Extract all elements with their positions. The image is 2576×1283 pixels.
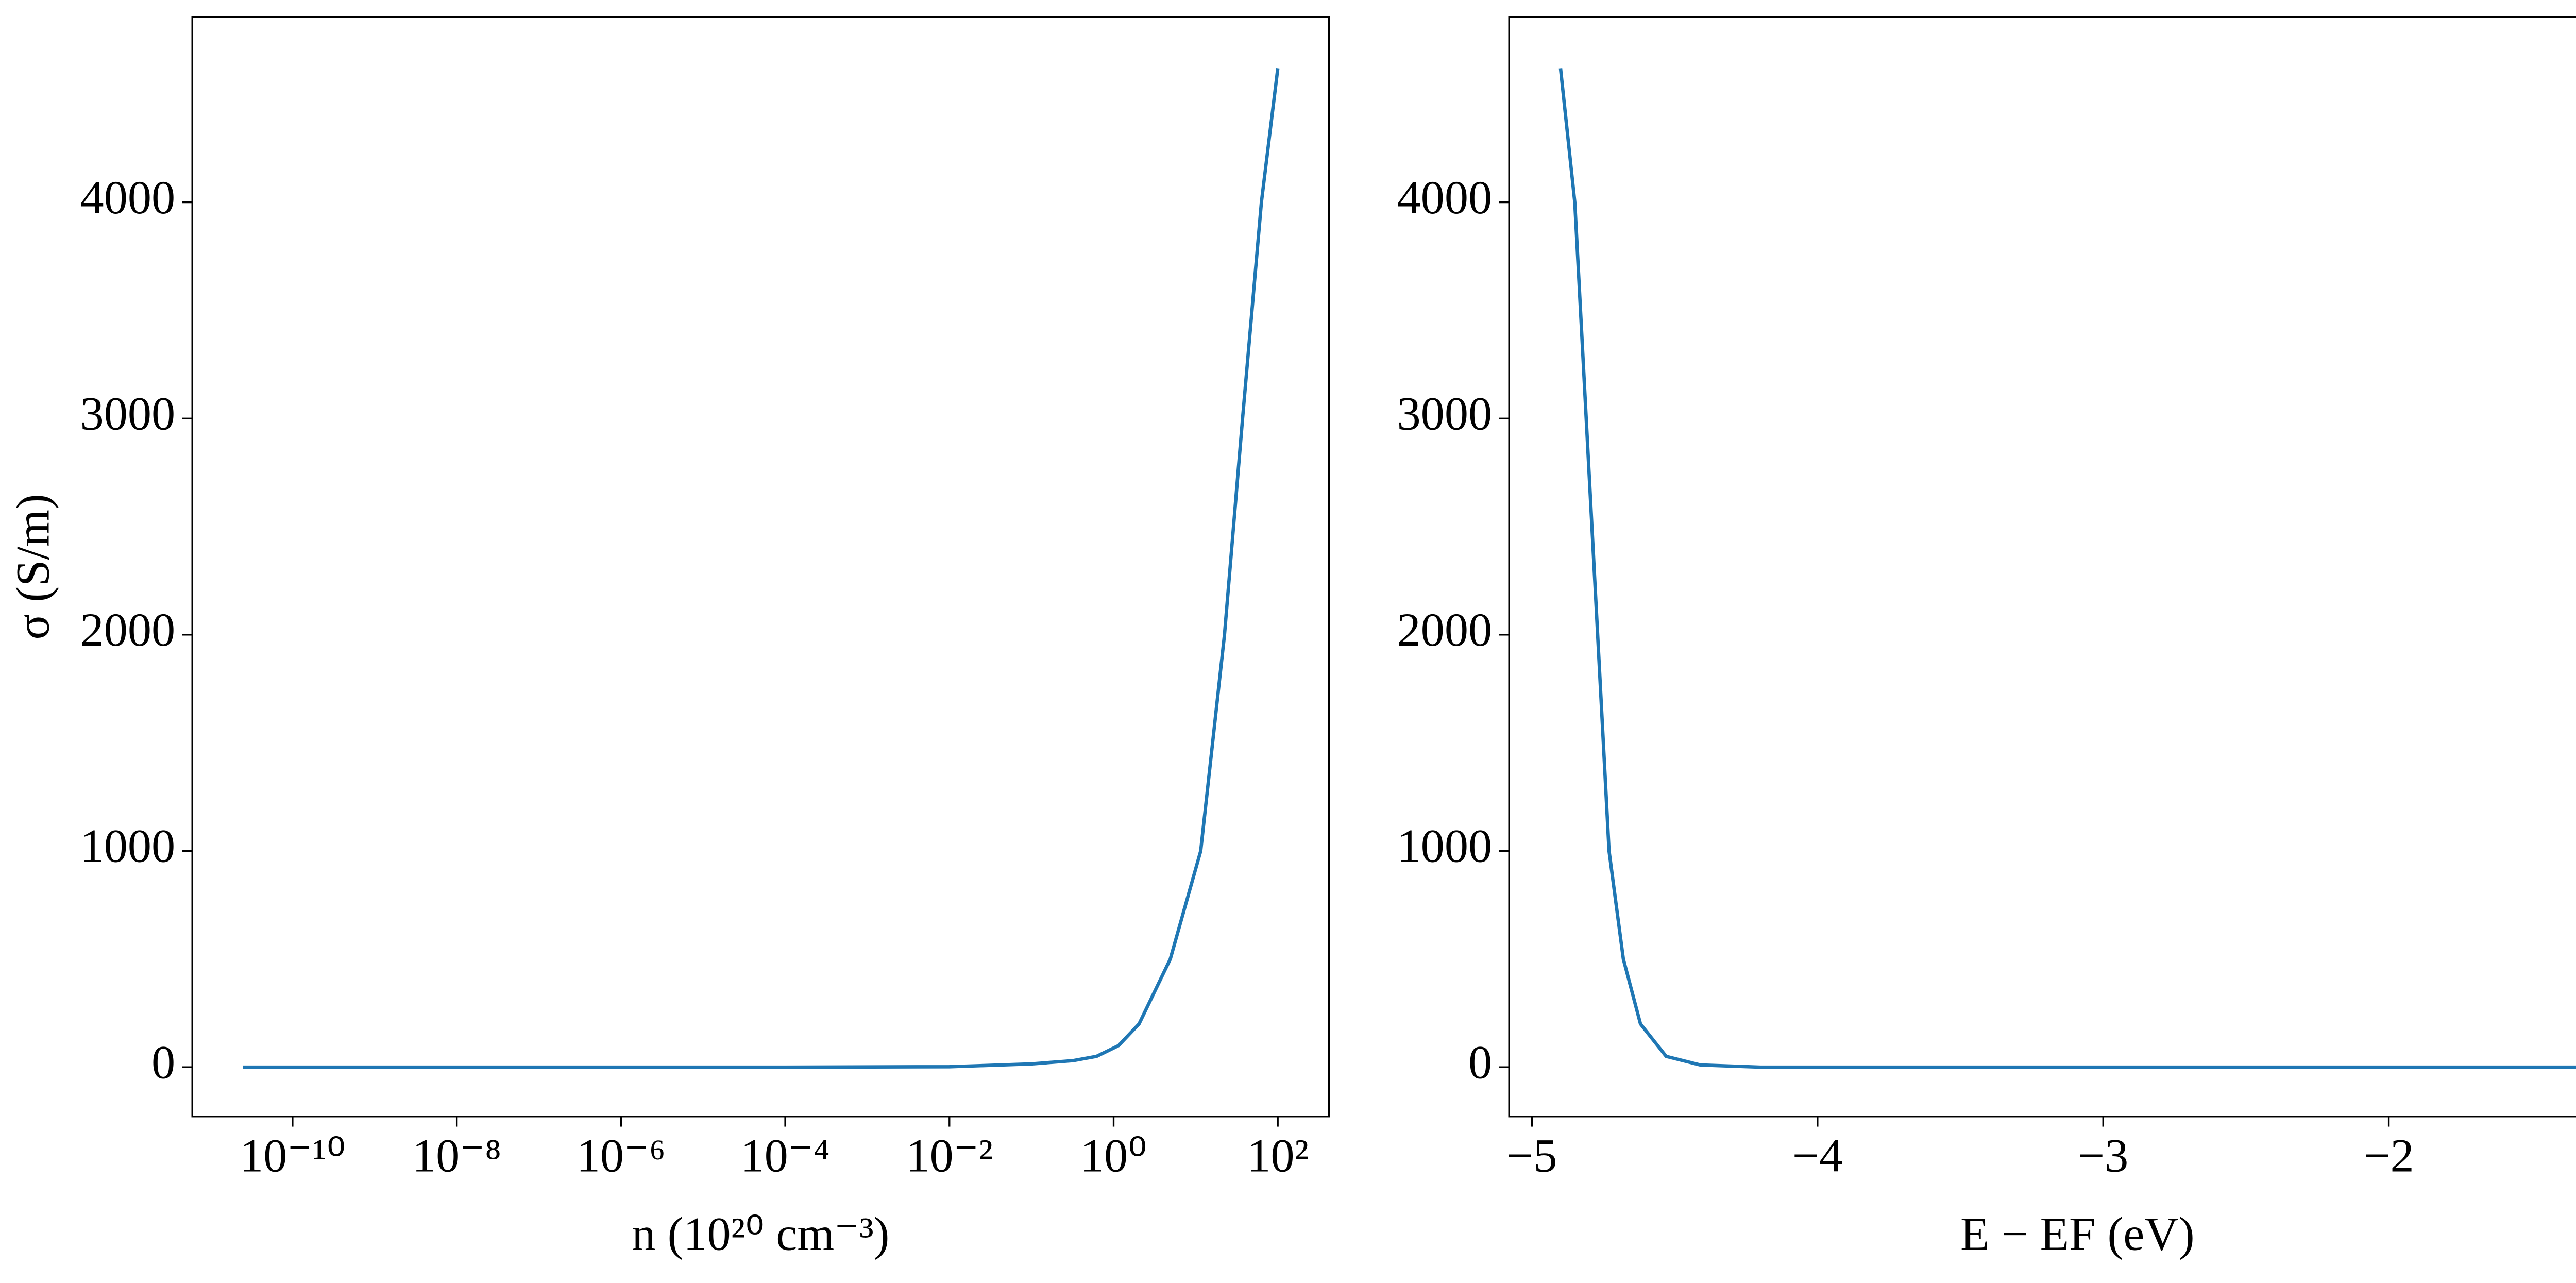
y-tick-label: 4000 <box>1397 171 1493 224</box>
x-tick-label: 10² <box>1247 1129 1309 1182</box>
x-axis-label: E − EF (eV) <box>1960 1207 2195 1260</box>
x-tick-label: −5 <box>1506 1129 1557 1182</box>
x-axis-label: n (10²⁰ cm⁻³) <box>632 1207 889 1260</box>
y-axis-label: σ (S/m) <box>6 494 59 639</box>
x-tick-label: 10⁻¹⁰ <box>240 1129 346 1182</box>
y-tick-label: 4000 <box>80 171 176 224</box>
x-tick-label: 10⁰ <box>1080 1129 1147 1182</box>
plot-frame <box>191 16 1330 1118</box>
y-tick-label: 0 <box>151 1036 175 1088</box>
y-tick-label: 2000 <box>1397 603 1493 656</box>
x-tick-label: −4 <box>1792 1129 1843 1182</box>
line <box>243 68 1280 1069</box>
y-tick-label: 2000 <box>80 603 176 656</box>
y-tick-label: 0 <box>1468 1036 1492 1088</box>
y-tick-label: 1000 <box>1397 820 1493 872</box>
x-tick-label: 10⁻⁸ <box>412 1129 501 1182</box>
x-tick-label: −2 <box>2363 1129 2414 1182</box>
x-tick-label: −3 <box>2078 1129 2128 1182</box>
x-tick-label: 10⁻⁴ <box>740 1129 829 1182</box>
y-tick-label: 1000 <box>80 820 176 872</box>
y-tick-label: 3000 <box>1397 387 1493 440</box>
x-tick-label: 10⁻² <box>906 1129 993 1182</box>
line <box>1558 68 2576 1069</box>
plot-frame <box>1508 16 2576 1118</box>
y-tick-label: 3000 <box>80 387 176 440</box>
x-tick-label: 10⁻⁶ <box>577 1129 666 1182</box>
